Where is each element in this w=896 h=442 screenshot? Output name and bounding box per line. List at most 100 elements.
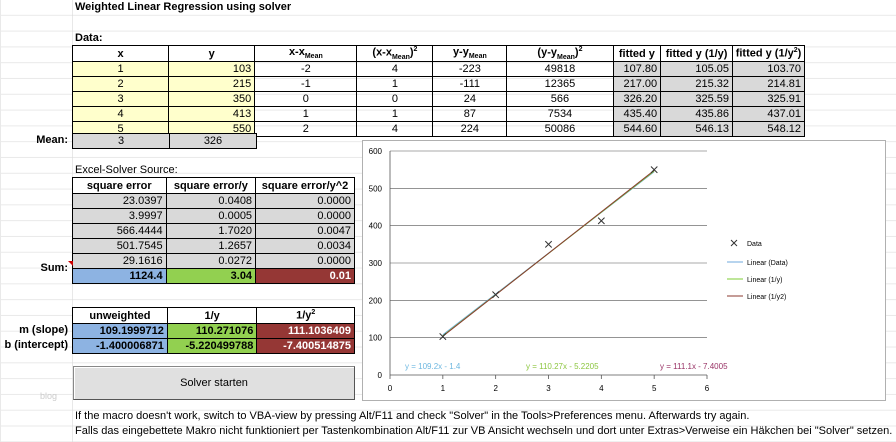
solver-cell[interactable]: 0.0000	[255, 253, 355, 269]
legend-label: Data	[747, 241, 762, 248]
data-cell[interactable]: 1	[254, 106, 358, 122]
y-tick-label: 300	[369, 259, 383, 268]
data-cell[interactable]: 1	[71, 61, 170, 77]
data-cell[interactable]: 3	[71, 91, 170, 107]
col-sq-error: square error	[72, 177, 167, 194]
solver-row: 3.9997 0.0005 0.0000	[72, 208, 355, 224]
slope-1y: 110.271076	[166, 323, 258, 339]
page-title: Weighted Linear Regression using solver	[75, 1, 292, 13]
data-cell[interactable]: 214.81	[732, 76, 805, 92]
sum-sq-error-y2: 0.01	[255, 268, 355, 284]
x-tick-label: 2	[493, 384, 498, 393]
data-cell[interactable]: 2	[254, 121, 358, 137]
data-cell[interactable]: 546.13	[660, 121, 734, 137]
solver-start-button[interactable]: Solver starten	[73, 366, 355, 400]
intercept-label: b (intercept)	[4, 339, 68, 351]
x-tick-label: 3	[546, 384, 551, 393]
intercept-1y2: -7.400514875	[256, 338, 355, 354]
data-cell[interactable]: 215.32	[660, 76, 734, 92]
solver-cell[interactable]: 566.4444	[72, 223, 167, 239]
legend-marker	[730, 239, 738, 247]
data-cell[interactable]: 217.00	[612, 76, 662, 92]
sum-sq-error-y: 3.04	[165, 268, 257, 284]
solver-cell[interactable]: 1.7020	[165, 223, 257, 239]
intercept-1y: -5.220499788	[166, 338, 258, 354]
solver-cell[interactable]: 0.0034	[255, 238, 355, 254]
data-cell[interactable]: 1	[356, 106, 434, 122]
data-cell[interactable]: 105.05	[660, 61, 734, 77]
data-cell[interactable]: 49818	[506, 61, 614, 77]
solver-cell[interactable]: 0.0272	[165, 253, 257, 269]
col-y-ymean: y-yMean	[432, 45, 508, 62]
data-cell[interactable]: -2	[254, 61, 358, 77]
data-cell[interactable]: 435.40	[612, 106, 662, 122]
data-row: 2 215 -1 1 -111 12365 217.00 215.32 214.81	[71, 76, 805, 92]
sum-row: 1124.4 3.04 0.01	[72, 268, 355, 284]
trendline-equation: y = 111.1x - 7.4005	[660, 362, 728, 371]
col-1y2: 1/y2	[256, 307, 355, 324]
solver-cell[interactable]: 0.0047	[255, 223, 355, 239]
data-cell[interactable]: 87	[432, 106, 508, 122]
data-cell[interactable]: 0	[254, 91, 358, 107]
data-cell[interactable]: 224	[432, 121, 508, 137]
data-cell[interactable]: 215	[168, 76, 256, 92]
data-cell[interactable]: 4	[356, 61, 434, 77]
data-cell[interactable]: 325.91	[732, 91, 805, 107]
note-german: Falls das eingebettete Makro nicht funkt…	[75, 425, 893, 437]
data-cell[interactable]: 12365	[506, 76, 614, 92]
data-cell[interactable]: 2	[71, 76, 170, 92]
solver-table: square error square error/y square error…	[72, 177, 355, 284]
data-cell[interactable]: 50086	[506, 121, 614, 137]
solver-cell[interactable]: 23.0397	[72, 193, 167, 209]
trendline-equation: y = 110.27x - 5.2205	[526, 362, 599, 371]
intercept-row: -1.400006871 -5.220499788 -7.400514875	[72, 338, 355, 354]
x-tick-label: 0	[388, 384, 393, 393]
col-x: x	[71, 45, 170, 62]
data-cell[interactable]: 24	[432, 91, 508, 107]
trendline-equation: y = 109.2x - 1.4	[405, 362, 461, 371]
regression-chart: 0 100 200 300 400 500 600 0 1 2 3 4 5 6 y = 109.2x - 1…	[362, 140, 886, 401]
data-cell[interactable]: 4	[71, 106, 170, 122]
solver-cell[interactable]: 501.7545	[72, 238, 167, 254]
solver-cell[interactable]: 1.2657	[165, 238, 257, 254]
data-cell[interactable]: 1	[356, 76, 434, 92]
data-cell[interactable]: -223	[432, 61, 508, 77]
data-cell[interactable]: -1	[254, 76, 358, 92]
data-cell[interactable]: 107.80	[612, 61, 662, 77]
solver-caption: Excel-Solver Source:	[75, 164, 178, 176]
col-unweighted: unweighted	[72, 307, 168, 324]
data-header-row: x y x-xMean (x-xMean)2 y-yMean (y-yMean)…	[71, 45, 805, 62]
data-cell[interactable]: 103	[168, 61, 256, 77]
data-cell[interactable]: 437.01	[732, 106, 805, 122]
solver-cell[interactable]: 0.0000	[255, 208, 355, 224]
solver-row: 501.7545 1.2657 0.0034	[72, 238, 355, 254]
sum-label: Sum:	[40, 262, 69, 274]
data-cell[interactable]: 435.86	[660, 106, 734, 122]
data-cell[interactable]: 544.60	[612, 121, 662, 137]
data-point	[439, 332, 447, 341]
data-cell[interactable]: 7534	[506, 106, 614, 122]
solver-cell[interactable]: 0.0408	[165, 193, 257, 209]
data-cell[interactable]: 350	[168, 91, 256, 107]
solver-cell[interactable]: 3.9997	[72, 208, 167, 224]
x-tick-label: 5	[652, 384, 657, 393]
data-cell[interactable]: 4	[356, 121, 434, 137]
data-cell[interactable]: 566	[506, 91, 614, 107]
data-cell[interactable]: -111	[432, 76, 508, 92]
data-cell[interactable]: 548.12	[732, 121, 805, 137]
solver-row: 29.1616 0.0272 0.0000	[72, 253, 355, 269]
data-cell[interactable]: 103.70	[732, 61, 805, 77]
data-row: 1 103 -2 4 -223 49818 107.80 105.05 103.70	[71, 61, 805, 77]
y-tick-label: 200	[369, 296, 383, 305]
col-1y: 1/y	[166, 307, 258, 324]
data-cell[interactable]: 326.20	[612, 91, 662, 107]
col-x-xmean: x-xMean	[254, 45, 358, 62]
data-cell[interactable]: 0	[356, 91, 434, 107]
trendline	[442, 169, 655, 337]
solver-cell[interactable]: 0.0000	[255, 193, 355, 209]
solver-cell[interactable]: 0.0005	[165, 208, 257, 224]
solver-cell[interactable]: 29.1616	[72, 253, 167, 269]
note-english: If the macro doesn't work, switch to VBA…	[75, 410, 750, 422]
data-cell[interactable]: 325.59	[660, 91, 734, 107]
data-cell[interactable]: 413	[168, 106, 256, 122]
